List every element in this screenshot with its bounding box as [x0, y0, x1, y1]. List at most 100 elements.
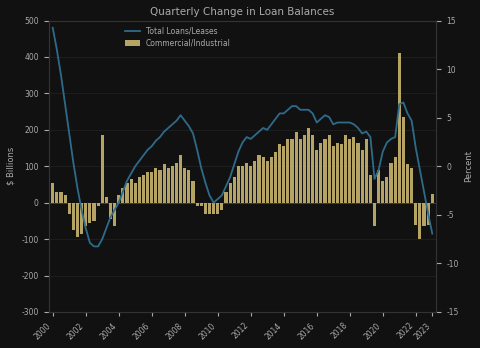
Bar [344, 135, 347, 203]
Bar [241, 166, 244, 203]
Bar [138, 177, 141, 203]
Bar [93, 203, 96, 221]
Total Loans/Leases [355, 126, 361, 130]
Bar [303, 135, 306, 203]
Bar [290, 139, 294, 203]
Bar [324, 139, 326, 203]
Bar [195, 203, 199, 206]
Bar [419, 203, 421, 239]
Bar [315, 150, 318, 203]
Title: Quarterly Change in Loan Balances: Quarterly Change in Loan Balances [150, 7, 335, 17]
Bar [287, 139, 289, 203]
Bar [431, 193, 434, 203]
Bar [402, 117, 405, 203]
Bar [327, 135, 331, 203]
Bar [274, 152, 277, 203]
Bar [187, 170, 191, 203]
Bar [406, 164, 409, 203]
Total Loans/Leases [132, 164, 138, 168]
Bar [360, 150, 364, 203]
Bar [55, 192, 59, 203]
Bar [208, 203, 211, 214]
Bar [109, 203, 112, 219]
Bar [278, 144, 281, 203]
Bar [262, 157, 264, 203]
Bar [204, 203, 207, 214]
Y-axis label: Percent: Percent [464, 150, 473, 182]
Bar [377, 170, 380, 203]
Bar [369, 175, 372, 203]
Bar [373, 203, 376, 226]
Bar [200, 203, 203, 206]
Bar [146, 172, 149, 203]
Bar [130, 179, 132, 203]
Total Loans/Leases [91, 244, 97, 248]
Bar [117, 195, 120, 203]
Bar [163, 164, 166, 203]
Bar [266, 161, 269, 203]
Bar [150, 172, 153, 203]
Bar [72, 203, 75, 230]
Bar [134, 183, 137, 203]
Bar [212, 203, 215, 214]
Bar [352, 137, 355, 203]
Bar [171, 166, 174, 203]
Bar [167, 168, 170, 203]
Bar [84, 203, 87, 226]
Bar [179, 155, 182, 203]
Bar [192, 181, 194, 203]
Bar [365, 139, 368, 203]
Bar [88, 203, 91, 223]
Bar [228, 183, 232, 203]
Bar [63, 195, 67, 203]
Bar [154, 168, 157, 203]
Total Loans/Leases [104, 226, 109, 230]
Bar [220, 203, 223, 210]
Bar [332, 146, 335, 203]
Bar [357, 143, 360, 203]
Legend: Total Loans/Leases, Commercial/Industrial: Total Loans/Leases, Commercial/Industria… [122, 24, 233, 50]
Total Loans/Leases [116, 200, 121, 205]
Bar [96, 203, 100, 206]
Bar [216, 203, 219, 214]
Bar [270, 157, 273, 203]
Bar [299, 139, 302, 203]
Bar [237, 166, 240, 203]
Bar [311, 135, 314, 203]
Bar [307, 128, 310, 203]
Bar [76, 203, 79, 237]
Bar [336, 143, 339, 203]
Bar [245, 163, 248, 203]
Total Loans/Leases [244, 135, 250, 139]
Bar [253, 161, 256, 203]
Bar [249, 166, 252, 203]
Bar [142, 175, 145, 203]
Bar [68, 203, 71, 214]
Line: Total Loans/Leases: Total Loans/Leases [53, 28, 432, 246]
Bar [225, 192, 228, 203]
Bar [101, 135, 104, 203]
Bar [183, 168, 186, 203]
Bar [398, 53, 401, 203]
Bar [348, 139, 351, 203]
Bar [175, 163, 178, 203]
Bar [51, 183, 54, 203]
Bar [385, 177, 388, 203]
Bar [233, 177, 236, 203]
Y-axis label: $ Billions: $ Billions [7, 147, 16, 185]
Bar [121, 188, 124, 203]
Bar [113, 203, 116, 226]
Bar [60, 192, 62, 203]
Bar [414, 203, 417, 224]
Bar [427, 203, 430, 224]
Bar [125, 183, 129, 203]
Total Loans/Leases [318, 117, 324, 121]
Bar [80, 203, 83, 234]
Bar [282, 146, 285, 203]
Bar [340, 144, 343, 203]
Bar [422, 203, 426, 226]
Bar [158, 170, 162, 203]
Bar [257, 155, 261, 203]
Bar [319, 143, 323, 203]
Total Loans/Leases [430, 231, 435, 236]
